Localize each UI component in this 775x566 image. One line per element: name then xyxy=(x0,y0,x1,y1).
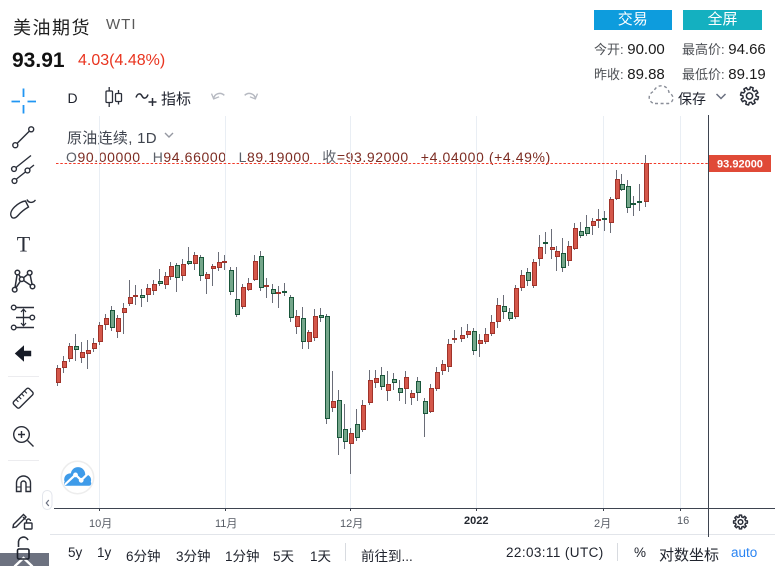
svg-text:T: T xyxy=(17,232,31,257)
svg-text:93.92000: 93.92000 xyxy=(717,159,763,171)
